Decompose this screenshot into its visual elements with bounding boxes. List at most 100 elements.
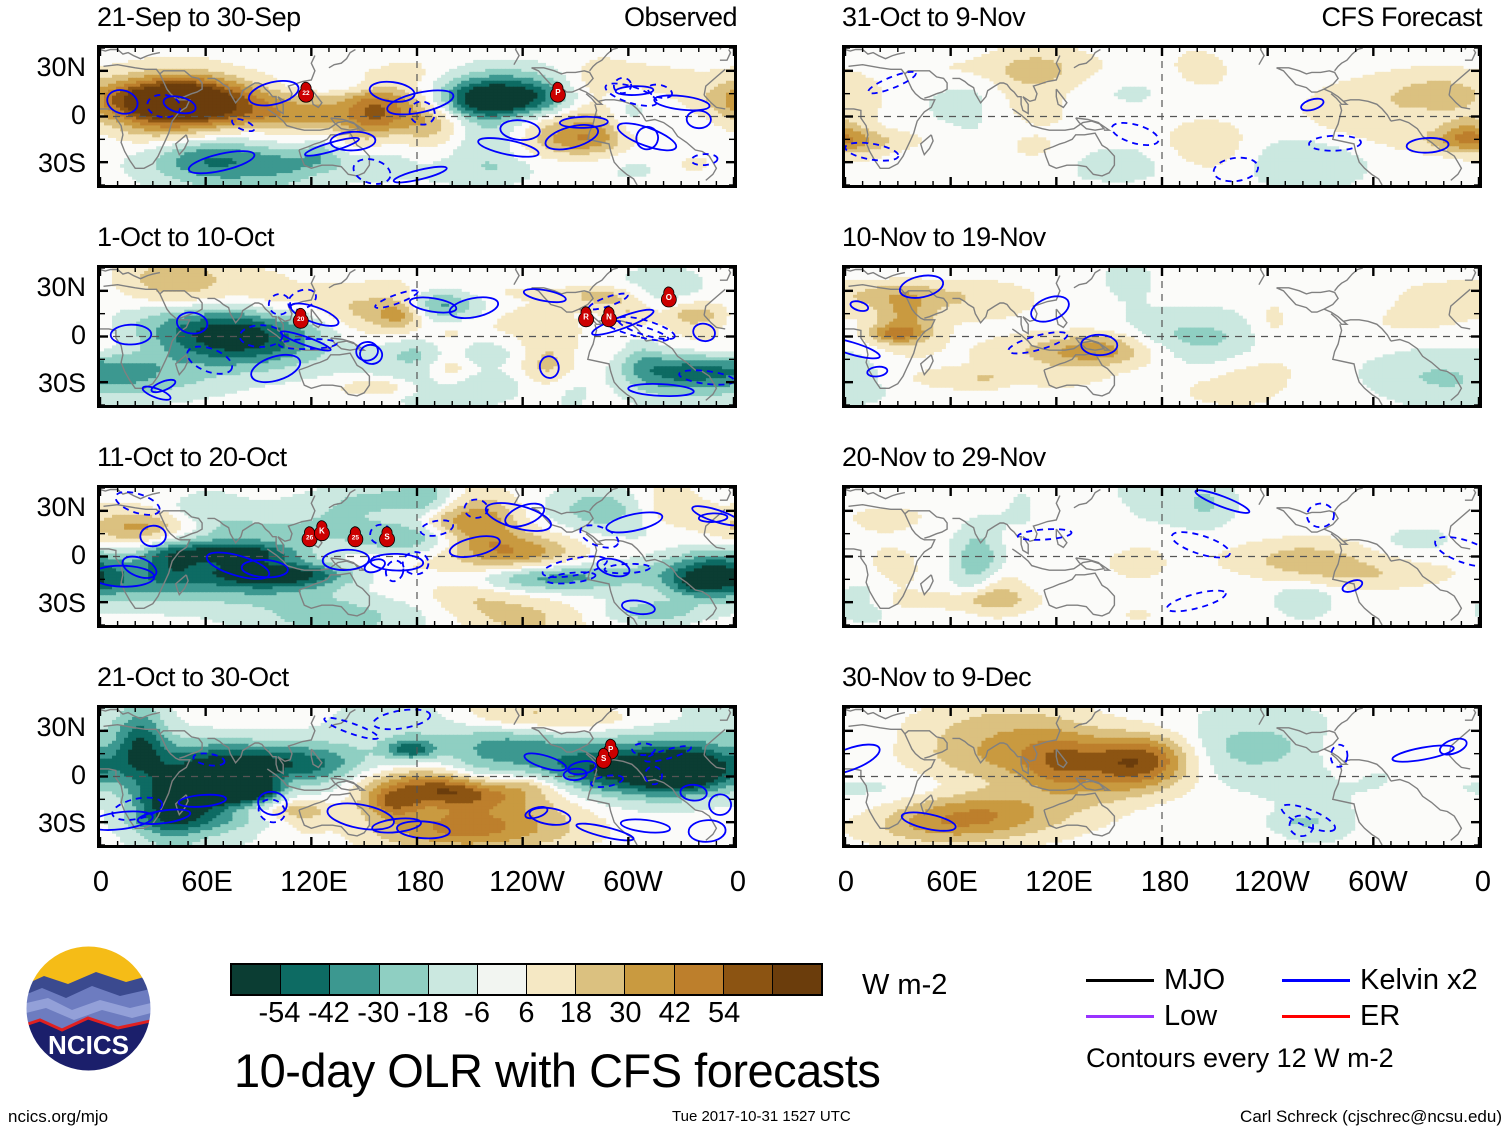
x-tick-60e-right: 60E <box>926 868 978 897</box>
kelvin-contours <box>109 288 734 401</box>
y-tick-30n-row3: 30N <box>0 714 86 741</box>
panel-title-observed-1: 1-Oct to 10-Oct <box>97 224 275 251</box>
coastlines <box>100 268 731 405</box>
ncics-logo: NCICS <box>22 942 155 1075</box>
panel-title-forecast-0: 31-Oct to 9-Nov <box>842 4 1026 31</box>
map-panel-observed-1[interactable]: 20 R N O <box>97 265 737 408</box>
legend-line-low-icon <box>1086 1014 1154 1018</box>
colorbar-tick-6: 6 <box>518 998 534 1028</box>
legend-line-kelvin-icon <box>1282 978 1350 982</box>
colorbar-tick-54: 54 <box>708 998 740 1028</box>
y-tick-0-row0: 0 <box>0 102 86 129</box>
footer-author[interactable]: Carl Schreck (cjschrec@ncsu.edu) <box>1240 1108 1502 1126</box>
colorbar-swatches <box>230 963 823 996</box>
svg-text:P: P <box>555 88 561 97</box>
olr-shading <box>100 708 734 845</box>
panel-title-forecast-1: 10-Nov to 19-Nov <box>842 224 1046 251</box>
footer-website[interactable]: ncics.org/mjo <box>8 1108 108 1126</box>
footer-timestamp: Tue 2017-10-31 1527 UTC <box>672 1108 851 1126</box>
storm-marker-25[interactable]: 25 <box>347 526 364 548</box>
kelvin-contours <box>845 274 1119 378</box>
storm-marker-P[interactable]: P <box>550 81 566 103</box>
coastlines <box>845 488 1476 625</box>
axis-ticks <box>100 268 734 405</box>
kelvin-contours <box>1016 489 1479 613</box>
logo-label: NCICS <box>48 1030 129 1060</box>
panel-title-observed-3: 21-Oct to 30-Oct <box>97 664 289 691</box>
legend-label-low: Low <box>1164 998 1217 1034</box>
x-tick-180-left: 180 <box>396 868 444 897</box>
y-tick-30n-row2: 30N <box>0 494 86 521</box>
legend-label-er: ER <box>1360 998 1400 1034</box>
x-tick-120e-right: 120E <box>1025 868 1093 897</box>
storm-marker-S[interactable]: S <box>595 747 612 769</box>
colorbar-tick--30: -30 <box>357 998 399 1028</box>
storm-marker-S[interactable]: S <box>379 526 395 548</box>
axis-ticks <box>100 708 734 845</box>
axis-ticks <box>100 48 734 185</box>
contour-legend: MJO Kelvin x2 Low ER <box>1086 962 1486 1034</box>
legend-line-er-icon <box>1282 1014 1350 1018</box>
colorbar-swatch-6 <box>527 965 577 994</box>
legend-item-mjo: MJO <box>1086 962 1282 998</box>
axis-ticks <box>845 708 1479 845</box>
colorbar-tick-30: 30 <box>609 998 641 1028</box>
x-tick-0-right: 0 <box>838 868 854 897</box>
colorbar-tick--42: -42 <box>308 998 350 1028</box>
kelvin-contours <box>845 737 1468 838</box>
storm-marker-N[interactable]: N <box>601 306 617 328</box>
colorbar-swatch-2 <box>330 965 380 994</box>
axis-ticks <box>845 48 1479 185</box>
axis-ticks <box>845 268 1479 405</box>
legend-item-low: Low <box>1086 998 1282 1034</box>
colorbar-tick--54: -54 <box>258 998 300 1028</box>
map-panel-observed-2[interactable]: 26 K 25 S <box>97 485 737 628</box>
map-panel-observed-0[interactable]: 22 P <box>97 45 737 188</box>
legend-label-mjo: MJO <box>1164 962 1225 998</box>
colorbar: -54 -42 -30 -18 -6 6 18 30 42 54 <box>230 963 823 1032</box>
column-header-forecast: CFS Forecast <box>1182 4 1482 31</box>
x-tick-120w-right: 120W <box>1234 868 1310 897</box>
panel-title-observed-0: 21-Sep to 30-Sep <box>97 4 301 31</box>
panel-title-forecast-2: 20-Nov to 29-Nov <box>842 444 1046 471</box>
map-panel-forecast-2[interactable] <box>842 485 1482 628</box>
colorbar-tick-18: 18 <box>560 998 592 1028</box>
colorbar-swatch-10 <box>723 965 773 994</box>
storm-marker-K[interactable]: K <box>314 520 330 542</box>
y-tick-0-row3: 0 <box>0 762 86 789</box>
storm-marker-20[interactable]: 20 <box>292 307 309 329</box>
y-tick-30s-row1: 30S <box>0 370 86 397</box>
colorbar-swatch-0 <box>232 965 282 994</box>
svg-text:22: 22 <box>302 90 310 97</box>
y-tick-30n-row1: 30N <box>0 274 86 301</box>
colorbar-tick-labels: -54 -42 -30 -18 -6 6 18 30 42 54 <box>230 998 823 1032</box>
x-tick-0-left: 0 <box>93 868 109 897</box>
x-tick-60w-right: 60W <box>1348 868 1408 897</box>
panel-title-observed-2: 11-Oct to 20-Oct <box>97 444 287 471</box>
map-panel-forecast-1[interactable] <box>842 265 1482 408</box>
legend-item-er: ER <box>1282 998 1478 1034</box>
map-panel-forecast-0[interactable] <box>842 45 1482 188</box>
storm-marker-22[interactable]: 22 <box>298 81 314 103</box>
legend-label-kelvin: Kelvin x2 <box>1360 962 1478 998</box>
storm-marker-O[interactable]: O <box>660 286 677 308</box>
x-tick-0-right-left-col: 0 <box>730 868 746 897</box>
coastlines <box>845 48 1476 185</box>
x-tick-180-right: 180 <box>1141 868 1189 897</box>
colorbar-tick--18: -18 <box>407 998 449 1028</box>
y-tick-0-row1: 0 <box>0 322 86 349</box>
storm-marker-R[interactable]: R <box>578 306 594 328</box>
y-tick-0-row2: 0 <box>0 542 86 569</box>
y-tick-30s-row2: 30S <box>0 590 86 617</box>
colorbar-tick-42: 42 <box>659 998 691 1028</box>
x-tick-0-far-right: 0 <box>1475 868 1491 897</box>
figure-title: 10-day OLR with CFS forecasts <box>234 1046 881 1095</box>
kelvin-contours <box>100 708 732 843</box>
map-panel-forecast-3[interactable] <box>842 705 1482 848</box>
panel-title-forecast-3: 30-Nov to 9-Dec <box>842 664 1032 691</box>
y-tick-30n-row0: 30N <box>0 54 86 81</box>
colorbar-swatch-5 <box>477 965 528 994</box>
olr-shading <box>100 56 734 185</box>
colorbar-swatch-1 <box>281 965 331 994</box>
